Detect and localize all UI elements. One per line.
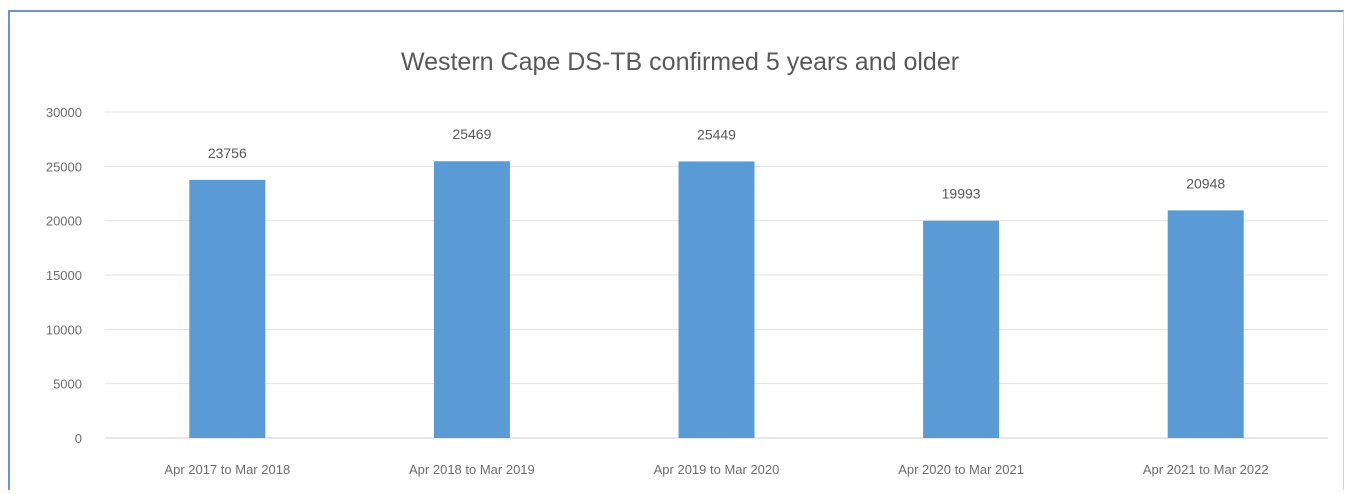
y-tick-label: 25000 <box>46 159 82 174</box>
y-tick-label: 15000 <box>46 268 82 283</box>
data-label: 19993 <box>942 186 981 202</box>
x-tick-label: Apr 2017 to Mar 2018 <box>164 462 290 477</box>
y-tick-label: 30000 <box>46 105 82 120</box>
bar <box>189 179 266 438</box>
data-label: 20948 <box>1186 175 1225 191</box>
data-labels: 23756 25469 25449 19993 20948 <box>208 126 1226 202</box>
x-tick-label: Apr 2019 to Mar 2020 <box>654 462 780 477</box>
bar <box>433 161 510 438</box>
data-label: 23756 <box>208 145 247 161</box>
bars <box>189 161 1244 438</box>
y-tick-label: 20000 <box>46 214 82 229</box>
x-axis-tick-labels: Apr 2017 to Mar 2018 Apr 2018 to Mar 2019… <box>164 462 1268 477</box>
y-tick-label: 10000 <box>46 322 82 337</box>
y-tick-label: 5000 <box>53 377 82 392</box>
y-axis-tick-labels: 0 5000 10000 15000 20000 25000 30000 <box>46 105 82 446</box>
bar <box>678 161 755 438</box>
x-tick-label: Apr 2018 to Mar 2019 <box>409 462 535 477</box>
x-tick-label: Apr 2020 to Mar 2021 <box>898 462 1024 477</box>
x-tick-label: Apr 2021 to Mar 2022 <box>1143 462 1269 477</box>
bar <box>1167 210 1244 438</box>
chart-title: Western Cape DS-TB confirmed 5 years and… <box>401 48 959 76</box>
data-label: 25469 <box>452 126 491 142</box>
bar <box>923 220 1000 438</box>
y-tick-label: 0 <box>75 431 82 446</box>
data-label: 25449 <box>697 126 736 142</box>
